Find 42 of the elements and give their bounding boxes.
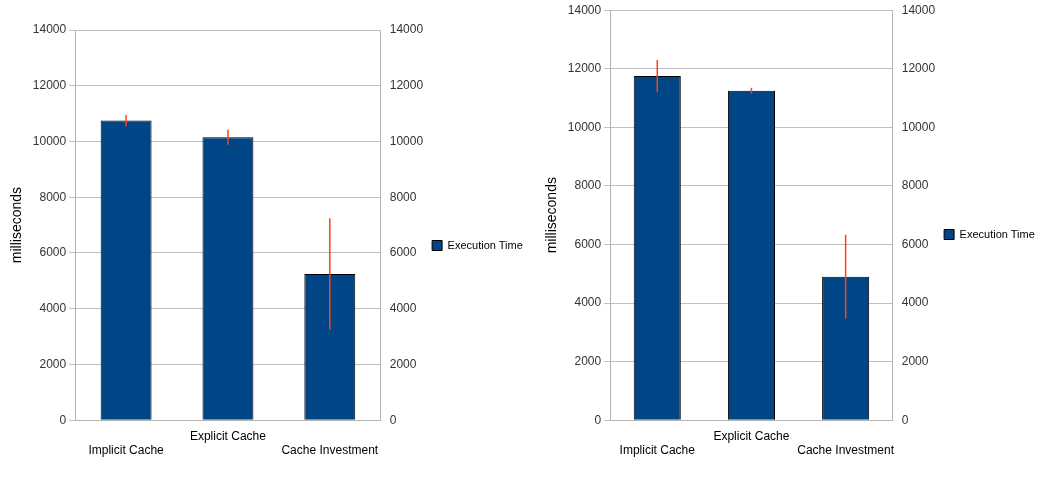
y2-tick-label: 8000 bbox=[901, 178, 929, 193]
y2-tick-label: 2000 bbox=[389, 356, 417, 371]
x-tick-label: Implicit Cache bbox=[88, 443, 165, 458]
y2-tick-label: 4000 bbox=[389, 301, 417, 316]
y-tick-label: 2000 bbox=[574, 353, 602, 368]
y-tick-label: 10000 bbox=[32, 133, 67, 148]
x-tick-label: Cache Investment bbox=[281, 443, 379, 458]
y2-tick-label: 6000 bbox=[389, 245, 417, 260]
y2-tick-label: 14000 bbox=[389, 22, 424, 37]
y2-tick-label: 2000 bbox=[901, 353, 929, 368]
y2-tick-label: 12000 bbox=[389, 78, 424, 93]
y2-tick-label: 0 bbox=[901, 412, 909, 427]
y2-tick-label: 12000 bbox=[901, 61, 936, 76]
y2-tick-label: 10000 bbox=[901, 119, 936, 134]
y-axis-title: milliseconds bbox=[8, 186, 25, 264]
y-tick-label: 2000 bbox=[39, 356, 67, 371]
y-tick-label: 8000 bbox=[39, 189, 67, 204]
y2-tick-label: 6000 bbox=[901, 236, 929, 251]
legend-label: Execution Time bbox=[959, 227, 1035, 240]
y-tick-label: 4000 bbox=[574, 295, 602, 310]
x-tick-label: Explicit Cache bbox=[189, 428, 267, 443]
y-tick-label: 6000 bbox=[39, 245, 67, 260]
y-tick-label: 6000 bbox=[574, 236, 602, 251]
y2-tick-label: 0 bbox=[389, 412, 397, 427]
y-tick-label: 12000 bbox=[567, 61, 602, 76]
legend-label: Execution Time bbox=[447, 238, 523, 251]
x-tick-label: Implicit Cache bbox=[619, 443, 696, 458]
x-tick-label: Cache Investment bbox=[797, 443, 895, 458]
y-tick-label: 10000 bbox=[567, 119, 602, 134]
y2-tick-label: 14000 bbox=[901, 2, 936, 17]
y-tick-label: 14000 bbox=[567, 2, 602, 17]
y-tick-label: 8000 bbox=[574, 178, 602, 193]
y-tick-label: 14000 bbox=[32, 22, 67, 37]
y2-tick-label: 10000 bbox=[389, 133, 424, 148]
y2-tick-label: 8000 bbox=[389, 189, 417, 204]
y-tick-label: 12000 bbox=[32, 78, 67, 93]
y-tick-label: 0 bbox=[59, 412, 67, 427]
y-tick-label: 4000 bbox=[39, 301, 67, 316]
y2-tick-label: 4000 bbox=[901, 295, 929, 310]
y-tick-label: 0 bbox=[594, 412, 602, 427]
y-axis-title: milliseconds bbox=[543, 177, 560, 254]
x-tick-label: Explicit Cache bbox=[713, 428, 790, 443]
